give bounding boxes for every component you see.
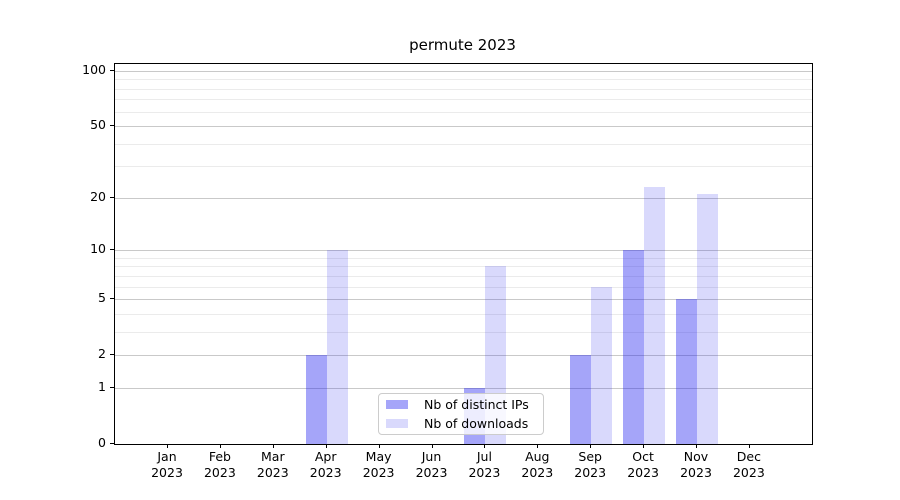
chart-bar bbox=[326, 250, 348, 444]
y-tick-mark bbox=[110, 69, 114, 71]
legend-swatch-downloads bbox=[386, 419, 408, 428]
gridline-minor bbox=[115, 266, 812, 268]
x-tick-mark bbox=[590, 444, 592, 448]
gridline-major bbox=[115, 126, 812, 128]
x-tick-label: Aug 2023 bbox=[521, 449, 554, 480]
x-tick-mark bbox=[748, 444, 750, 448]
legend-row: Nb of downloads bbox=[386, 417, 543, 430]
gridline-minor bbox=[115, 143, 812, 145]
y-tick-label: 50 bbox=[90, 117, 106, 133]
legend-label-distinct-ips: Nb of distinct IPs bbox=[424, 397, 529, 412]
x-tick-label: May 2023 bbox=[362, 449, 395, 480]
y-tick-label: 5 bbox=[98, 290, 106, 306]
y-tick-mark bbox=[110, 125, 114, 127]
gridline-major bbox=[115, 299, 812, 301]
y-tick-label: 100 bbox=[82, 61, 106, 77]
y-tick-label: 20 bbox=[90, 188, 106, 204]
x-tick-label: Mar 2023 bbox=[256, 449, 289, 480]
gridline-minor bbox=[115, 275, 812, 277]
gridline-minor bbox=[115, 286, 812, 288]
x-tick-mark bbox=[537, 444, 539, 448]
chart-bar bbox=[305, 355, 327, 444]
legend-swatch-distinct-ips bbox=[386, 400, 408, 409]
gridline-minor bbox=[115, 88, 812, 90]
y-tick-mark bbox=[110, 443, 114, 444]
y-tick-mark bbox=[110, 354, 114, 356]
gridline-minor bbox=[115, 99, 812, 101]
x-tick-mark bbox=[378, 444, 380, 448]
legend-label-downloads: Nb of downloads bbox=[424, 416, 529, 431]
gridline-minor bbox=[115, 79, 812, 81]
x-tick-label: Jul 2023 bbox=[468, 449, 501, 480]
x-tick-mark bbox=[272, 444, 274, 448]
chart-bar bbox=[591, 286, 613, 444]
x-tick-label: Oct 2023 bbox=[627, 449, 659, 480]
y-tick-label: 1 bbox=[98, 378, 106, 394]
chart-bar bbox=[697, 194, 718, 444]
chart-bar bbox=[644, 187, 666, 444]
legend: Nb of distinct IPs Nb of downloads bbox=[378, 393, 544, 435]
gridline-minor bbox=[115, 257, 812, 259]
legend-row: Nb of distinct IPs bbox=[386, 398, 543, 411]
gridline-minor bbox=[115, 166, 812, 168]
chart-bar bbox=[623, 250, 645, 444]
chart-title: permute 2023 bbox=[409, 36, 516, 54]
gridline-major bbox=[115, 70, 812, 72]
x-tick-label: Sep 2023 bbox=[574, 449, 607, 480]
x-tick-label: Apr 2023 bbox=[309, 449, 342, 480]
x-tick-label: Jan 2023 bbox=[151, 449, 183, 480]
y-tick-mark bbox=[110, 386, 114, 388]
y-tick-mark bbox=[110, 249, 114, 251]
chart-bar bbox=[570, 355, 592, 444]
gridline-minor bbox=[115, 111, 812, 113]
gridline-major bbox=[115, 355, 812, 357]
x-tick-mark bbox=[167, 444, 168, 448]
x-tick-mark bbox=[325, 444, 327, 448]
x-tick-label: Feb 2023 bbox=[203, 449, 236, 480]
x-tick-label: Jun 2023 bbox=[415, 449, 448, 480]
y-tick-label: 10 bbox=[90, 241, 106, 257]
chart-bar bbox=[676, 299, 697, 444]
gridline-major bbox=[115, 250, 812, 252]
y-tick-mark bbox=[110, 298, 114, 300]
gridline-minor bbox=[115, 313, 812, 315]
y-tick-label: 0 bbox=[98, 435, 106, 450]
x-tick-mark bbox=[484, 444, 486, 448]
x-tick-label: Dec 2023 bbox=[732, 449, 765, 480]
y-tick-label: 2 bbox=[98, 346, 106, 362]
x-tick-mark bbox=[643, 444, 645, 448]
plot-area: Nb of distinct IPs Nb of downloads bbox=[114, 63, 813, 445]
gridline-minor bbox=[115, 331, 812, 333]
x-tick-mark bbox=[431, 444, 433, 448]
x-tick-mark bbox=[696, 444, 697, 448]
y-tick-mark bbox=[110, 196, 114, 198]
x-tick-mark bbox=[219, 444, 221, 448]
gridline-major bbox=[115, 387, 812, 389]
gridline-major bbox=[115, 197, 812, 199]
x-tick-label: Nov 2023 bbox=[680, 449, 712, 480]
